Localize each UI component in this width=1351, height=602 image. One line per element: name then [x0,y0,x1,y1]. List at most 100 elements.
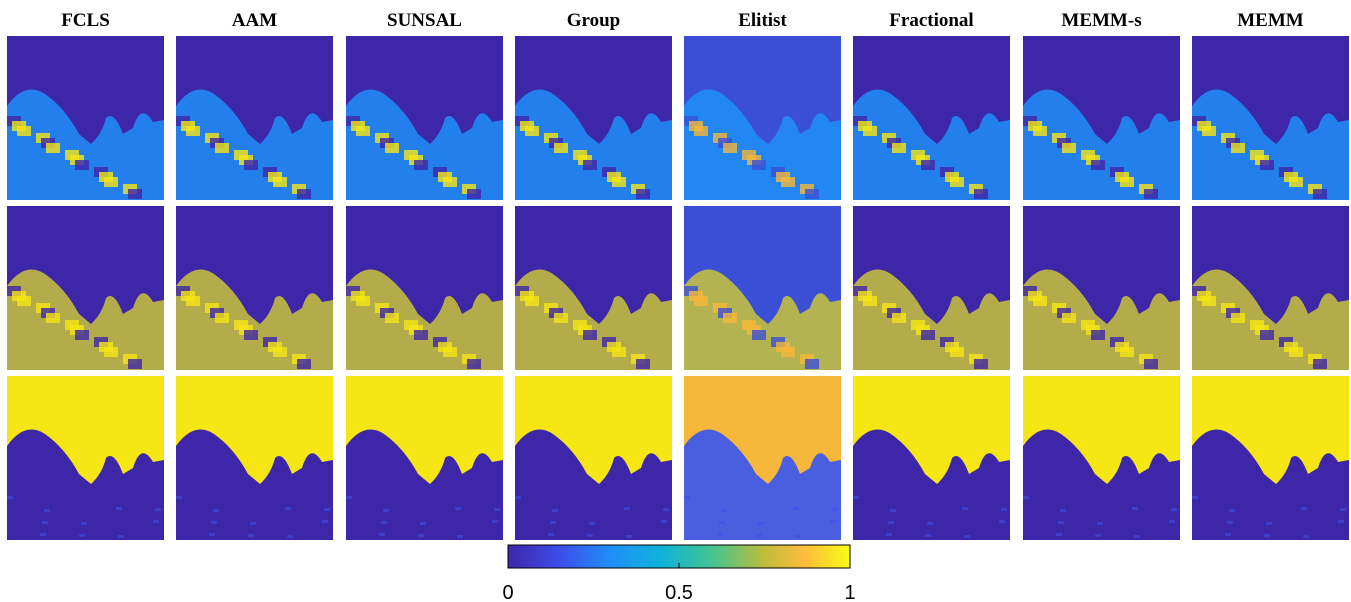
map-speckle [1171,508,1177,511]
map-speckle [863,126,877,136]
map-speckle [888,521,894,524]
map-speckle [723,143,737,153]
map-speckle [1169,520,1175,523]
map-speckle [1227,521,1233,524]
abundance-map [1192,376,1349,540]
abundance-map [684,206,841,370]
map-speckle [215,143,229,153]
map-speckle [346,496,352,499]
map-speckle [717,533,723,536]
map-speckle [1202,126,1216,136]
map-speckle [1091,160,1105,170]
map-speckle [781,347,795,357]
map-speckle [1289,347,1303,357]
map-speckle [921,330,935,340]
map-region [515,429,672,540]
map-speckle [1231,313,1245,323]
map-speckle [830,520,836,523]
map-speckle [467,359,481,369]
map-speckle [297,359,311,369]
map-region [1192,269,1349,370]
map-speckle [209,533,215,536]
map-speckle [661,520,667,523]
map-speckle [44,509,50,512]
map-speckle [974,359,988,369]
map-speckle [974,189,988,199]
map-speckle [215,313,229,323]
abundance-map [684,36,841,200]
map-region [853,429,1010,540]
abundance-map [176,36,333,200]
map-speckle [684,496,690,499]
map-speckle [356,126,370,136]
map-speckle [892,313,906,323]
map-speckle [75,330,89,340]
map-speckle [853,496,859,499]
map-speckle [587,534,593,537]
map-region [515,89,672,200]
map-speckle [1260,330,1274,340]
map-speckle [116,507,122,510]
map-speckle [1033,296,1047,306]
map-speckle [385,143,399,153]
map-speckle [624,507,630,510]
map-speckle [443,347,457,357]
map-speckle [1120,177,1134,187]
map-speckle [1060,509,1066,512]
map-speckle [155,508,161,511]
map-speckle [1091,330,1105,340]
column-title: Fractional [889,10,973,31]
map-speckle [17,296,31,306]
map-speckle [1058,521,1064,524]
map-speckle [467,189,481,199]
map-speckle [494,508,500,511]
map-speckle [1097,522,1103,525]
map-region [346,429,503,540]
map-speckle [636,359,650,369]
map-region [684,89,841,200]
column-title: MEMM [1237,10,1304,31]
map-speckle [1001,508,1007,511]
map-speckle [636,189,650,199]
map-region [1023,269,1180,370]
map-speckle [324,508,330,511]
abundance-map [1023,36,1180,200]
abundance-map [176,206,333,370]
map-speckle [186,126,200,136]
map-speckle [832,508,838,511]
map-speckle [81,522,87,525]
map-speckle [525,126,539,136]
map-speckle [921,160,935,170]
map-speckle [890,509,896,512]
map-speckle [297,189,311,199]
abundance-map [346,36,503,200]
abundance-map [853,376,1010,540]
map-speckle [46,143,60,153]
abundance-map [853,36,1010,200]
abundance-map [853,206,1010,370]
map-speckle [756,534,762,537]
map-speckle [927,522,933,525]
map-speckle [525,296,539,306]
column-title: SUNSAL [387,10,462,31]
map-speckle [46,313,60,323]
map-region [7,429,164,540]
map-region [684,269,841,370]
map-speckle [548,533,554,536]
map-speckle [273,177,287,187]
map-speckle [950,177,964,187]
map-speckle [1231,143,1245,153]
map-speckle [1289,177,1303,187]
map-speckle [694,296,708,306]
map-speckle [492,520,498,523]
map-speckle [962,507,968,510]
map-speckle [999,520,1005,523]
map-speckle [248,534,254,537]
abundance-map [7,376,164,540]
map-speckle [583,330,597,340]
map-speckle [1192,496,1198,499]
map-speckle [414,160,428,170]
map-speckle [1264,534,1270,537]
